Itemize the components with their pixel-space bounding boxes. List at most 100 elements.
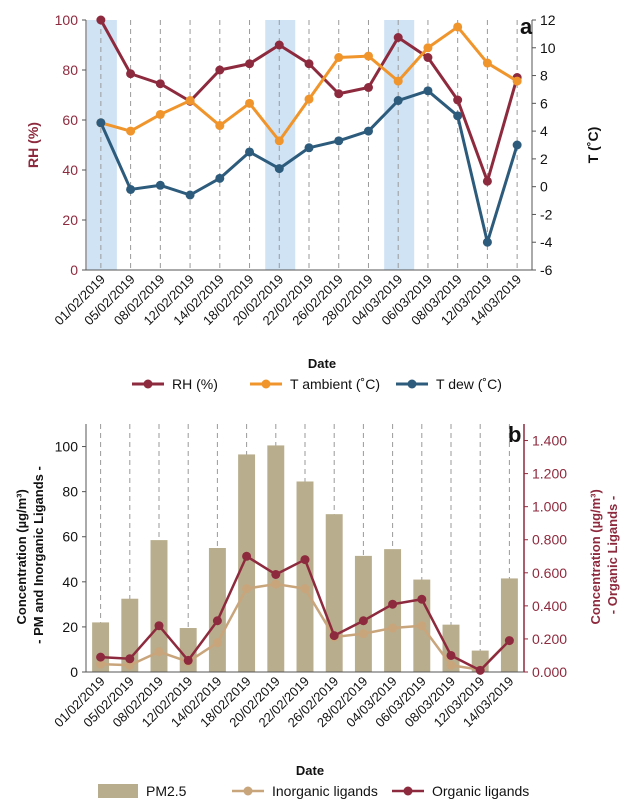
data-point (417, 621, 427, 631)
legend-swatch-marker (403, 786, 413, 796)
data-point (475, 665, 485, 675)
data-point (512, 140, 522, 150)
y-right-tick-label: 12 (540, 12, 556, 28)
y-right-tick-label: 1.200 (532, 466, 567, 482)
data-point (183, 655, 193, 665)
data-point (304, 143, 314, 153)
data-point (154, 647, 164, 657)
y-right-tick-label: 8 (540, 68, 548, 84)
data-point (125, 660, 135, 670)
y-right-tick-label: 0 (540, 179, 548, 195)
data-point (242, 551, 252, 561)
y-right-tick-label: 6 (540, 95, 548, 111)
y-left-tick-label: 20 (62, 212, 78, 228)
data-point (417, 594, 427, 604)
legend-label: Organic ligands (432, 783, 529, 799)
data-point (126, 69, 136, 79)
data-point (423, 53, 433, 62)
legend-swatch-bar (98, 784, 138, 798)
highlight-band (384, 20, 415, 270)
panel-b-legend: PM2.5 Inorganic ligands Organic ligands (98, 783, 529, 799)
data-point (363, 126, 373, 136)
panel-a-series (96, 15, 522, 247)
y-right-tick-label: -6 (540, 262, 553, 278)
data-point (304, 59, 314, 69)
data-point (393, 96, 403, 106)
data-point (453, 111, 463, 121)
data-point (304, 94, 314, 104)
data-point (453, 95, 463, 105)
data-point (274, 136, 284, 146)
panel-a-y-left-label: RH (%) (25, 122, 41, 168)
pm25-bar (267, 445, 285, 672)
data-point (212, 638, 222, 648)
data-point (363, 83, 373, 92)
data-point (388, 623, 398, 633)
data-point (215, 173, 225, 183)
data-point (274, 40, 284, 50)
y-right-tick-label: -4 (540, 234, 553, 250)
panel-b-y-right-label: Concentration (µg/m³) - Organic Ligands … (588, 486, 620, 625)
data-point (245, 98, 255, 108)
panel-b-y-left-label-line1: Concentration (µg/m³) (14, 489, 29, 624)
legend-label: Inorganic ligands (272, 783, 378, 799)
data-point (271, 579, 281, 589)
panel-a-legend: RH (%) T ambient (˚C) T dew (˚C) (132, 376, 502, 392)
data-point (446, 660, 456, 670)
panel-b-label: b (508, 422, 521, 447)
data-point (388, 599, 398, 609)
data-point (358, 616, 368, 626)
y-left-tick-label: 0 (70, 664, 78, 680)
data-point (96, 118, 106, 128)
y-right-tick-label: 0.000 (532, 664, 567, 680)
data-point (245, 59, 255, 69)
y-right-tick-label: 1.000 (532, 499, 567, 515)
panel-b-bars (92, 445, 518, 672)
data-point (245, 147, 255, 157)
data-point (96, 659, 106, 669)
panel-b-y-right-label-line1: Concentration (µg/m³) (588, 489, 603, 624)
legend-swatch-marker (261, 379, 271, 389)
legend-label: T ambient (˚C) (290, 376, 380, 392)
y-left-tick-label: 60 (62, 112, 78, 128)
data-point (126, 184, 136, 194)
pm25-bar (384, 549, 402, 672)
legend-label: T dew (˚C) (436, 376, 502, 392)
data-point (300, 555, 310, 565)
legend-swatch-marker (143, 379, 153, 389)
y-right-tick-label: 1.400 (532, 433, 567, 449)
panel-a-y-right-label: T (˚C) (585, 127, 601, 164)
data-point (334, 53, 344, 62)
legend-label: RH (%) (172, 376, 218, 392)
data-point (155, 180, 165, 190)
y-left-tick-label: 100 (55, 439, 79, 455)
data-point (154, 621, 164, 631)
data-point (329, 631, 339, 641)
data-point (334, 136, 344, 146)
y-left-tick-label: 20 (62, 619, 78, 635)
data-point (482, 237, 492, 247)
data-point (215, 65, 225, 75)
data-point (96, 652, 106, 662)
data-point (300, 584, 310, 594)
data-point (271, 569, 281, 579)
data-point (453, 22, 463, 32)
y-left-tick-label: 40 (62, 162, 78, 178)
data-point (155, 109, 165, 119)
y-right-tick-label: -2 (540, 206, 553, 222)
data-point (423, 86, 433, 96)
panel-a-date-gridlines (100, 20, 518, 270)
panel-b-y-left-label-line2: - PM and Inorganic Ligands - (31, 466, 46, 644)
data-point (393, 33, 403, 42)
data-point (155, 79, 165, 89)
pm25-bar (150, 540, 168, 672)
panel-b-x-label: Date (296, 763, 324, 778)
data-point (482, 176, 492, 186)
legend-label: PM2.5 (146, 783, 187, 799)
panel-b-chart: 0 20 40 60 80 100 0.000 0.200 0.400 0.600 0.800 1.0… (14, 422, 620, 799)
panel-b-y-left-label: Concentration (µg/m³) - PM and Inorganic… (14, 466, 46, 644)
data-point (185, 190, 195, 200)
legend-swatch-marker (407, 379, 417, 389)
panel-b-series (96, 551, 514, 675)
